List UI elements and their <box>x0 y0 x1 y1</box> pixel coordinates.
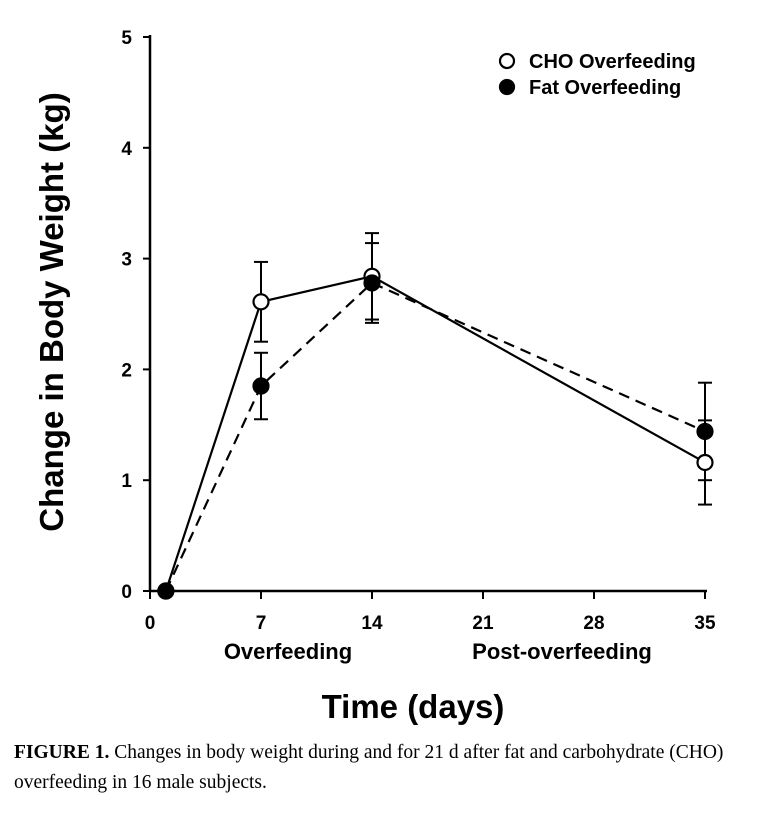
figure-caption: FIGURE 1. Changes in body weight during … <box>14 738 754 798</box>
markers-fat <box>157 274 714 600</box>
legend-marker <box>498 52 516 70</box>
caption-text: Changes in body weight during and for 21… <box>14 742 724 793</box>
phase-label-post-overfeeding: Post-overfeeding <box>472 639 652 664</box>
data-point <box>252 293 270 311</box>
series-fat <box>164 242 712 592</box>
chart: 0 1 2 3 4 5 0 7 14 21 28 35 CHO Overfeeding Fat Over… <box>33 28 716 725</box>
data-point <box>363 274 381 292</box>
caption-label: FIGURE 1. <box>14 742 110 763</box>
y-axis-title: Change in Body Weight (kg) <box>33 92 70 531</box>
y-tick-label: 4 <box>121 139 132 160</box>
data-point <box>157 582 175 600</box>
phase-label-overfeeding: Overfeeding <box>224 639 352 664</box>
legend-marker <box>498 78 516 96</box>
data-point <box>696 422 714 441</box>
x-tick-label: 21 <box>472 613 494 634</box>
axes: 0 1 2 3 4 5 0 7 14 21 28 35 <box>121 28 716 634</box>
data-point <box>696 453 714 472</box>
x-tick-label: 0 <box>145 613 156 634</box>
x-axis-title: Time (days) <box>322 688 505 725</box>
y-tick-label: 1 <box>121 471 132 492</box>
series-line <box>164 281 706 592</box>
x-tick-label: 28 <box>583 613 604 634</box>
y-tick-label: 2 <box>121 360 132 381</box>
series-cho <box>164 232 712 592</box>
legend-label: Fat Overfeeding <box>529 77 681 99</box>
x-tick-label: 7 <box>256 613 267 634</box>
markers-cho <box>157 267 714 600</box>
y-tick-label: 3 <box>121 250 132 271</box>
data-point <box>252 377 270 395</box>
legend-label: CHO Overfeeding <box>529 51 696 73</box>
y-tick-label: 5 <box>121 28 132 49</box>
x-tick-label: 35 <box>694 613 716 634</box>
series-layer <box>157 232 714 600</box>
legend: CHO Overfeeding Fat Overfeeding <box>498 51 696 99</box>
series-line <box>164 275 706 592</box>
y-tick-label: 0 <box>121 582 132 603</box>
x-tick-label: 14 <box>361 613 383 634</box>
